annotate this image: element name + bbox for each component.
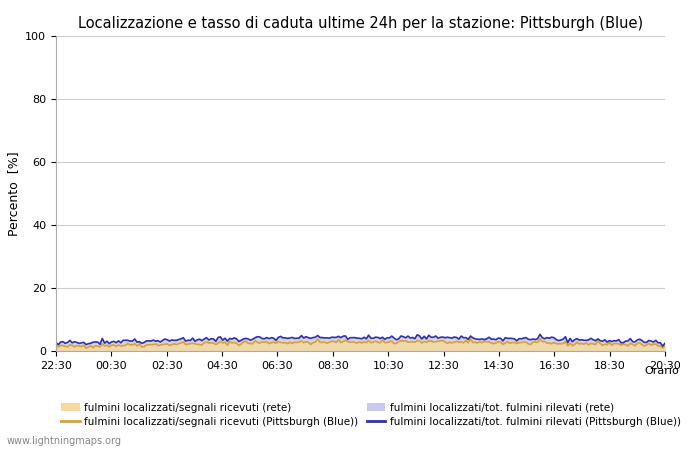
Y-axis label: Percento  [%]: Percento [%]: [7, 151, 20, 236]
Legend: fulmini localizzati/segnali ricevuti (rete), fulmini localizzati/segnali ricevut: fulmini localizzati/segnali ricevuti (re…: [61, 403, 680, 427]
Text: Orario: Orario: [644, 366, 679, 376]
Title: Localizzazione e tasso di caduta ultime 24h per la stazione: Pittsburgh (Blue): Localizzazione e tasso di caduta ultime …: [78, 16, 643, 31]
Text: www.lightningmaps.org: www.lightningmaps.org: [7, 436, 122, 446]
